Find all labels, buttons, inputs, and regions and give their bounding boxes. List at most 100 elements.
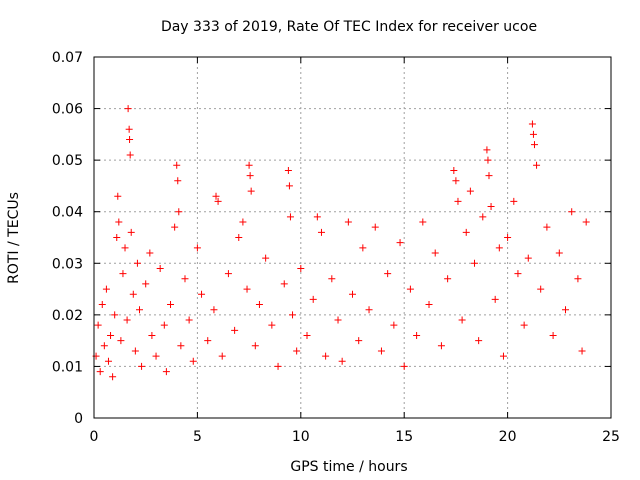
data-point: [243, 285, 251, 293]
data-point: [328, 275, 336, 283]
x-tick-label: 15: [395, 429, 413, 445]
data-point: [437, 342, 445, 350]
data-point: [562, 306, 570, 314]
data-point: [543, 223, 551, 231]
data-point: [309, 295, 317, 303]
data-point: [239, 218, 247, 226]
data-point: [578, 347, 586, 355]
data-point: [189, 357, 197, 365]
data-point: [109, 373, 117, 381]
data-point: [146, 249, 154, 257]
data-point: [171, 223, 179, 231]
data-point: [284, 166, 292, 174]
data-point: [582, 218, 590, 226]
data-point: [377, 347, 385, 355]
data-point: [475, 337, 483, 345]
data-point: [231, 326, 239, 334]
data-point: [454, 197, 462, 205]
data-point: [514, 270, 522, 278]
data-point: [510, 197, 518, 205]
data-point: [396, 239, 404, 247]
data-point: [102, 285, 110, 293]
data-point: [450, 166, 458, 174]
data-point: [344, 218, 352, 226]
data-point: [126, 151, 134, 159]
data-point: [255, 301, 263, 309]
data-point: [458, 316, 466, 324]
data-point: [349, 290, 356, 298]
y-tick-label: 0.06: [52, 102, 83, 118]
data-point: [365, 306, 373, 314]
data-point: [529, 130, 537, 138]
data-point: [235, 234, 243, 241]
data-point: [303, 331, 311, 339]
data-point: [96, 368, 104, 376]
grid: [94, 57, 611, 418]
data-point: [359, 244, 367, 252]
x-tick-label: 10: [292, 429, 310, 445]
data-point: [268, 321, 276, 329]
y-tick-label: 0.07: [52, 50, 83, 66]
data-point: [484, 156, 492, 164]
data-point: [537, 285, 545, 293]
data-point: [520, 321, 528, 329]
data-point: [419, 218, 427, 226]
data-point: [123, 316, 131, 324]
data-point: [425, 301, 433, 309]
data-point: [384, 270, 392, 278]
data-point: [338, 357, 346, 365]
data-point: [533, 161, 541, 169]
data-point: [127, 228, 135, 236]
data-point: [471, 259, 479, 267]
y-tick-label: 0.04: [52, 205, 83, 221]
data-point: [160, 321, 168, 329]
data-point: [135, 306, 143, 314]
data-point: [262, 254, 270, 262]
data-point: [530, 141, 538, 149]
data-point: [162, 368, 170, 376]
data-point: [115, 218, 123, 226]
data-point: [413, 331, 421, 339]
data-point: [355, 337, 363, 345]
chart-title: Day 333 of 2019, Rate Of TEC Index for r…: [161, 19, 537, 35]
data-point: [390, 321, 398, 329]
y-axis-label: ROTI / TECUs: [6, 192, 22, 284]
data-point: [479, 213, 487, 221]
data-point: [114, 192, 122, 200]
data-point: [173, 161, 181, 169]
data-point: [491, 295, 499, 303]
data-point: [210, 306, 218, 314]
data-point: [119, 270, 127, 278]
plot-frame: [93, 56, 612, 419]
data-point: [212, 192, 220, 200]
data-point: [286, 213, 294, 221]
data-point: [483, 146, 491, 154]
data-point: [175, 208, 183, 216]
data-point: [125, 125, 133, 133]
data-point: [167, 301, 175, 309]
data-point: [371, 223, 379, 231]
data-point: [528, 120, 536, 128]
data-point: [94, 321, 102, 329]
data-point: [198, 290, 206, 298]
data-point: [100, 342, 108, 350]
data-point: [193, 244, 201, 252]
data-point: [181, 275, 189, 283]
data-point: [124, 105, 132, 113]
data-point: [107, 331, 115, 339]
x-axis-label: GPS time / hours: [290, 459, 407, 475]
data-point: [152, 352, 160, 360]
data-point: [218, 352, 226, 360]
axis-ticks: 0 0.01 0.02 0.03 0.04 0.05 0.06 0.07 0 5 10 15 20 25: [52, 50, 620, 445]
data-point: [142, 280, 150, 288]
data-point: [406, 285, 414, 293]
data-point: [133, 259, 141, 267]
data-point: [293, 347, 301, 355]
data-point: [126, 136, 134, 144]
data-point: [174, 177, 182, 185]
data-point: [274, 362, 282, 370]
x-tick-label: 20: [499, 429, 517, 445]
data-point: [495, 244, 503, 252]
data-point: [245, 161, 253, 169]
